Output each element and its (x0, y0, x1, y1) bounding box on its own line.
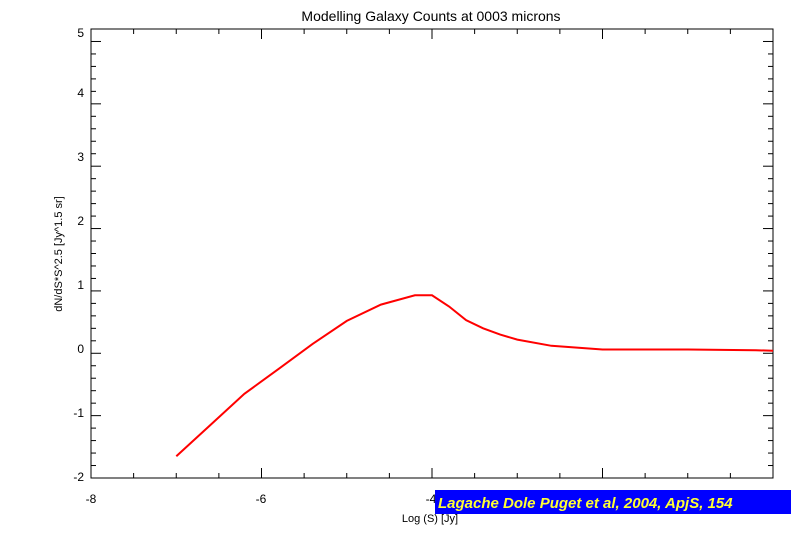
chart-title: Modelling Galaxy Counts at 0003 microns (301, 8, 560, 24)
y-tick-label: 1 (77, 278, 84, 292)
y-tick-label: 5 (77, 26, 84, 40)
y-tick-label: 0 (77, 342, 84, 356)
y-axis (91, 28, 773, 479)
x-tick-label: -6 (256, 492, 267, 506)
y-tick-label: 4 (77, 86, 84, 100)
x-tick-label: -4 (426, 492, 437, 506)
series-line (175, 294, 774, 457)
plot-frame (90, 28, 774, 479)
credit-text: Lagache Dole Puget et al, 2004, ApjS, 15… (438, 495, 733, 512)
x-axis-label: Log (S) [Jy] (402, 513, 458, 525)
y-tick-label: -2 (73, 470, 84, 484)
x-axis (90, 29, 774, 478)
y-tick-label: 3 (77, 150, 84, 164)
y-tick-label: 2 (77, 214, 84, 228)
y-tick-labels: -2 -1 0 1 2 3 4 5 (73, 26, 84, 484)
credit-banner (435, 490, 791, 514)
x-tick-label: -8 (86, 492, 97, 506)
y-tick-label: -1 (73, 406, 84, 420)
y-axis-label: dN/dS*S^2.5 [Jy^1.5 sr] (53, 196, 65, 311)
